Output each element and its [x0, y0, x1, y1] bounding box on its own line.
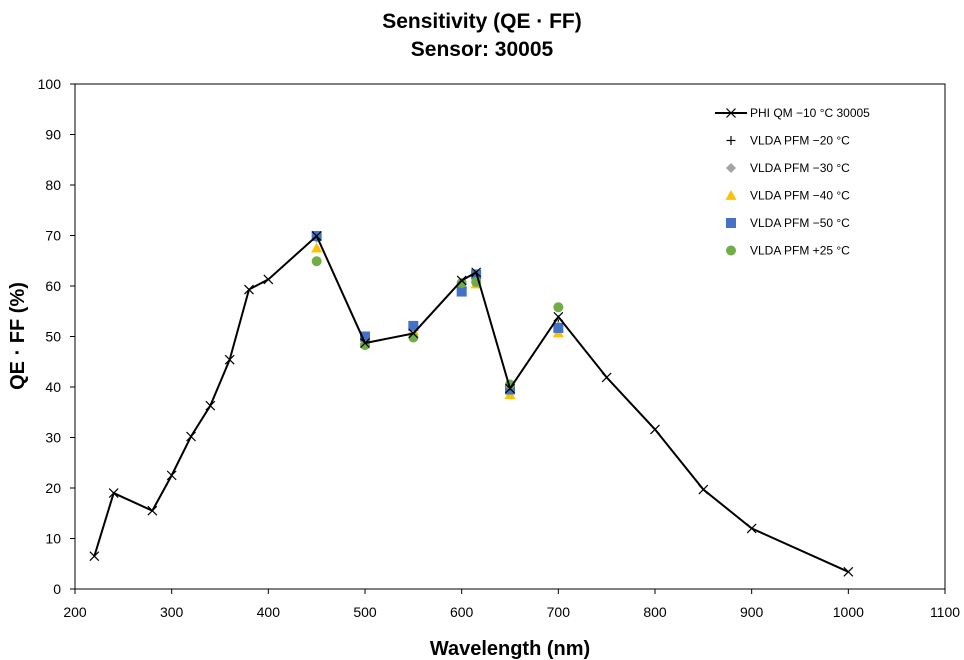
- y-tick-label: 100: [38, 76, 62, 92]
- data-point-x-marker: [471, 267, 482, 278]
- data-point-x-marker: [726, 108, 736, 118]
- data-point-x-marker: [698, 484, 709, 495]
- y-tick-label: 90: [45, 127, 61, 143]
- x-tick-label: 500: [353, 604, 377, 620]
- legend-item: VLDA PFM −30 °C: [726, 161, 850, 175]
- data-point-circle-marker: [311, 256, 322, 267]
- x-tick-label: 600: [450, 604, 474, 620]
- data-point-x-marker: [186, 431, 196, 442]
- legend-item: VLDA PFM +25 °C: [726, 244, 850, 258]
- chart-title: Sensitivity (QE · FF): [382, 10, 582, 33]
- x-tick-label: 400: [257, 604, 281, 620]
- x-tick-label: 700: [547, 604, 571, 620]
- legend-item: VLDA PFM −20 °C: [726, 134, 850, 148]
- data-point-x-marker: [843, 566, 854, 577]
- x-tick-label: 1000: [833, 604, 864, 620]
- data-point-x-marker: [408, 328, 419, 339]
- chart-subtitle: Sensor: 30005: [411, 38, 554, 61]
- data-point-square-marker: [456, 286, 467, 297]
- legend-item: VLDA PFM −50 °C: [726, 216, 850, 230]
- legend-item: VLDA PFM −40 °C: [725, 189, 850, 203]
- data-point-square-marker: [360, 331, 370, 342]
- x-tick-label: 800: [643, 604, 667, 620]
- data-point-circle-marker: [553, 302, 564, 313]
- data-point-x-marker: [456, 275, 467, 286]
- data-point-x-marker: [553, 311, 564, 322]
- data-point-x-marker: [147, 505, 158, 516]
- data-point-x-marker: [601, 372, 612, 383]
- y-axis-title: QE · FF (%): [7, 282, 29, 390]
- data-point-triangle-marker: [725, 190, 737, 200]
- legend-item: PHI QM −10 °C 30005: [715, 106, 870, 120]
- data-point-square-marker: [726, 218, 736, 228]
- y-axis: 0 10 20 30 40 50 60 70 80 90 100: [38, 76, 75, 597]
- x-tick-label: 900: [740, 604, 764, 620]
- y-tick-label: 40: [45, 379, 61, 395]
- y-tick-label: 80: [45, 177, 61, 193]
- legend: PHI QM −10 °C 30005 VLDA PFM −20 °C VLDA P…: [715, 106, 870, 258]
- data-point-circle-marker: [408, 332, 419, 343]
- data-point-triangle-marker: [311, 242, 323, 253]
- data-point-plus-marker: [726, 136, 736, 145]
- series-0: [89, 231, 854, 577]
- y-tick-label: 0: [53, 581, 61, 597]
- data-point-x-marker: [746, 523, 757, 534]
- y-tick-label: 20: [45, 480, 61, 496]
- x-tick-label: 200: [63, 604, 87, 620]
- data-point-x-marker: [205, 400, 216, 411]
- y-tick-label: 30: [45, 430, 61, 446]
- legend-label: VLDA PFM −40 °C: [750, 189, 850, 203]
- data-point-diamond-marker: [726, 163, 736, 173]
- x-tick-label: 1100: [930, 604, 960, 620]
- data-point-square-marker: [408, 320, 419, 331]
- x-axis: 200 300 400 500 600 700 800 900 1000 1100: [63, 589, 960, 620]
- legend-label: PHI QM −10 °C 30005: [750, 106, 870, 120]
- data-point-circle-marker: [726, 245, 736, 256]
- data-point-x-marker: [108, 488, 119, 498]
- legend-label: VLDA PFM −50 °C: [750, 216, 850, 230]
- data-point-x-marker: [311, 231, 322, 241]
- x-axis-title: Wavelength (nm): [430, 638, 590, 660]
- y-tick-label: 50: [45, 329, 61, 345]
- x-tick-label: 300: [160, 604, 184, 620]
- series-layer: [89, 231, 854, 577]
- y-tick-label: 10: [45, 531, 61, 547]
- data-point-x-marker: [360, 338, 370, 348]
- legend-label: VLDA PFM −20 °C: [750, 134, 850, 148]
- plot-area: [74, 83, 946, 590]
- data-point-x-marker: [89, 551, 100, 562]
- legend-label: VLDA PFM −30 °C: [750, 161, 850, 175]
- data-point-x-marker: [244, 284, 254, 295]
- y-tick-label: 60: [45, 278, 61, 294]
- data-point-square-marker: [553, 322, 564, 333]
- data-point-x-marker: [166, 470, 177, 481]
- legend-label: VLDA PFM +25 °C: [750, 244, 850, 258]
- data-point-x-marker: [650, 424, 660, 435]
- y-tick-label: 70: [45, 228, 61, 244]
- data-point-circle-marker: [456, 277, 467, 288]
- data-point-x-marker: [263, 274, 274, 285]
- data-point-x-marker: [224, 354, 235, 365]
- data-point-x-marker: [505, 383, 515, 394]
